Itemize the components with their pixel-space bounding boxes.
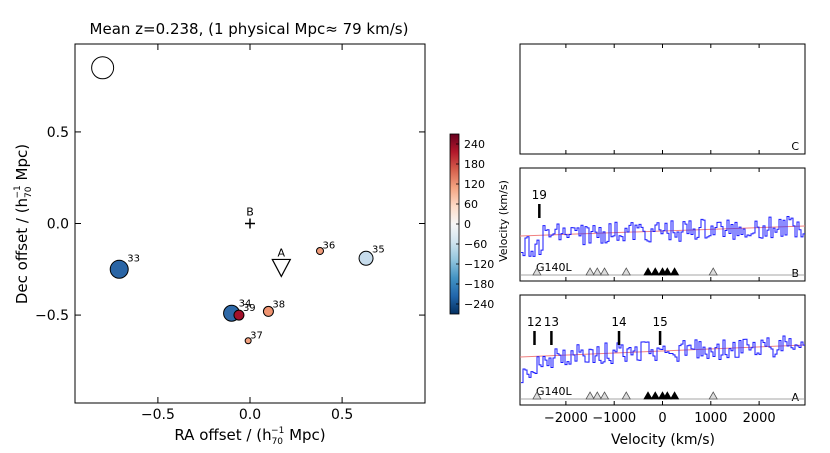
line-marker-label: 15	[652, 315, 667, 329]
open-triangle	[599, 391, 610, 400]
galaxy-point	[358, 250, 374, 266]
spectrum-panel-b: B 19 G140L	[519, 167, 806, 282]
spectra: C B 19 G140L A 12 13 14 15 G140L −2000 −1000 0 1000 2…	[497, 43, 806, 448]
colorbar-tick-label: 240	[464, 138, 485, 151]
x-tick-label: 0.0	[239, 407, 261, 423]
marker-label: A	[278, 246, 286, 259]
galaxy-point	[262, 305, 274, 317]
colorbar-tick-label: 180	[464, 158, 485, 171]
galaxy-label: 36	[323, 240, 336, 251]
galaxy-label: 38	[272, 299, 285, 310]
y-tick-label: 0.0	[47, 217, 69, 233]
galaxy-point	[233, 309, 245, 321]
filled-triangle	[669, 267, 680, 276]
y-tick-label: −0.5	[35, 308, 69, 324]
filled-triangle	[662, 391, 673, 400]
line-marker-label: 12	[527, 315, 542, 329]
panel-label: B	[791, 267, 799, 280]
galaxy-point	[91, 56, 115, 80]
filled-triangle	[669, 391, 680, 400]
panel-label: A	[791, 391, 799, 404]
galaxy-label: 37	[250, 331, 263, 342]
x-tick-label: −0.5	[141, 407, 175, 423]
spectra-y-label: Velocity (km/s)	[497, 180, 510, 262]
line-marker-label: 19	[532, 188, 547, 202]
scatter-ticks: −0.5 0.0 0.5 −0.5 0.0 0.5	[35, 44, 425, 423]
galaxy-label: 33	[127, 253, 140, 264]
grating-label: G140L	[536, 261, 573, 274]
spectra-x-tick-label: 2000	[743, 411, 776, 426]
open-triangle	[621, 267, 631, 276]
colorbar-tick-label: −60	[464, 238, 487, 251]
colorbar-tick-label: −240	[464, 298, 494, 311]
position-marker	[271, 258, 292, 278]
filled-triangle	[650, 391, 660, 400]
filled-triangle	[650, 267, 660, 276]
galaxy-point	[109, 259, 129, 279]
y-axis-label: Dec offset / (h70−1 Mpc)	[13, 144, 34, 304]
spectra-x-label: Velocity (km/s)	[611, 432, 715, 448]
open-triangle	[585, 267, 595, 276]
spectra-x-tick-label: −2000	[544, 411, 588, 426]
x-axis-label: RA offset / (h70−1 Mpc)	[174, 426, 325, 447]
open-triangle	[708, 267, 718, 276]
line-marker-label: 14	[611, 315, 626, 329]
colorbar-tick-label: −180	[464, 278, 494, 291]
line-marker-label: 13	[544, 315, 559, 329]
spectra-x-ticks: −2000 −1000 0 1000 2000	[544, 411, 776, 426]
open-triangle	[585, 391, 595, 400]
open-triangle	[599, 267, 610, 276]
galaxy-label: 35	[372, 244, 385, 255]
spectra-x-tick-label: −1000	[592, 411, 636, 426]
y-tick-label: 0.5	[47, 125, 69, 141]
continuum-fit	[519, 344, 806, 358]
colorbar-tick-label: 120	[464, 178, 485, 191]
spectra-x-tick-label: 0	[658, 411, 666, 426]
spectra-x-tick-label: 1000	[694, 411, 727, 426]
colorbar-ticks: 240 180 120 60 0 −60 −120 −180 −240	[456, 138, 494, 311]
galaxy-label: 34	[239, 298, 252, 309]
open-triangle	[708, 391, 718, 400]
x-tick-label: 0.5	[331, 407, 353, 423]
galaxy-label: 39	[243, 303, 256, 314]
open-triangle	[592, 267, 602, 276]
colorbar: 240 180 120 60 0 −60 −120 −180 −240	[449, 133, 494, 315]
colorbar-tick-label: 0	[464, 218, 471, 231]
scatter-panel: Mean z=0.238, (1 physical Mpc≈ 79 km/s) …	[13, 20, 426, 447]
spectrum-frame	[519, 294, 806, 406]
colorbar-tick-label: −120	[464, 258, 494, 271]
open-triangle	[621, 391, 631, 400]
filled-triangle	[643, 391, 653, 400]
spectrum-frame	[519, 43, 806, 155]
open-triangle	[592, 391, 602, 400]
spectrum-panel-a: A 12 13 14 15 G140L	[519, 294, 806, 406]
grating-label: G140L	[536, 385, 573, 398]
filled-triangle	[662, 267, 673, 276]
scatter-markers: BA	[245, 206, 292, 278]
galaxy-point	[316, 246, 324, 255]
marker-label: B	[246, 206, 254, 219]
open-triangle	[532, 391, 542, 400]
open-triangle	[532, 267, 542, 276]
galaxy-point	[244, 337, 252, 345]
spectrum-panel-c: C	[519, 43, 806, 155]
spectrum-trace	[521, 215, 805, 257]
chart-title: Mean z=0.238, (1 physical Mpc≈ 79 km/s)	[90, 20, 409, 38]
colorbar-tick-label: 60	[464, 198, 478, 211]
spectrum-trace	[521, 335, 805, 384]
spectra-panels: C B 19 G140L A 12 13 14 15 G140L	[519, 43, 806, 406]
panel-label: C	[791, 140, 799, 153]
filled-triangle	[643, 267, 653, 276]
